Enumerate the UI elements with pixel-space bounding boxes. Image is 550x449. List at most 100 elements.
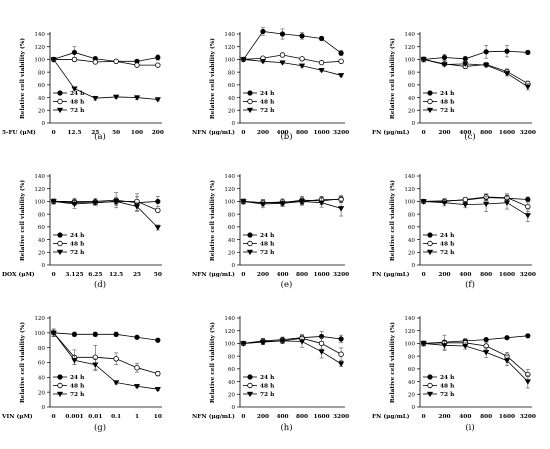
data-point xyxy=(503,71,511,77)
x-tick-label: 0 xyxy=(241,414,245,420)
legend-entry: 72 h xyxy=(243,391,275,398)
legend-marker xyxy=(57,240,63,247)
legend-label: 72 h xyxy=(260,250,275,256)
y-tick-label: 60 xyxy=(408,225,416,231)
legend-label: 24 h xyxy=(440,233,455,239)
x-tick-label: 800 xyxy=(480,130,492,136)
x-tick-label: 800 xyxy=(480,414,492,420)
data-point xyxy=(50,330,57,337)
chart-panel-b: 0 20 40 60 80 100 120 140 0 200 400 800 1600 3200 NFN … xyxy=(192,27,349,142)
y-tick-label: 40 xyxy=(228,238,236,244)
data-point xyxy=(113,356,119,362)
x-tick-label: 3200 xyxy=(520,272,536,278)
x-tick-label: 0 xyxy=(241,130,245,136)
legend-marker xyxy=(427,240,433,247)
series-72h xyxy=(240,197,345,217)
data-point xyxy=(50,57,57,63)
series-line xyxy=(423,197,528,202)
data-point xyxy=(483,49,489,55)
x-tick-label: 200 xyxy=(152,130,164,136)
chart-panel-f: 0 20 40 60 80 100 120 140 0 200 400 800 1600 3200 FN (… xyxy=(372,174,536,290)
series-48h xyxy=(420,334,531,380)
x-tick-label: 100 xyxy=(131,130,143,136)
y-tick-label: 140 xyxy=(224,316,235,322)
y-tick-label: 40 xyxy=(408,380,416,386)
legend-marker xyxy=(57,232,63,238)
series-72h xyxy=(420,57,531,91)
data-point xyxy=(133,384,141,390)
series-line xyxy=(243,201,342,209)
legend-label: 48 h xyxy=(70,242,85,248)
y-tick-label: 140 xyxy=(34,32,45,38)
x-axis-title: NFN (μg/mL) xyxy=(192,271,235,278)
data-point xyxy=(462,61,469,68)
series-48h xyxy=(420,56,531,87)
x-tick-label: 50 xyxy=(112,130,120,136)
x-tick-label: 800 xyxy=(296,130,308,136)
legend-entry: 72 h xyxy=(53,391,85,398)
x-tick-label: 6.25 xyxy=(88,272,102,278)
data-point xyxy=(483,62,490,69)
data-point xyxy=(154,225,161,231)
panel-caption: (d) xyxy=(94,279,106,290)
legend-entry: 48 h xyxy=(53,98,85,106)
legend-label: 72 h xyxy=(260,108,275,114)
legend-marker xyxy=(246,391,254,398)
y-tick-label: 20 xyxy=(408,250,416,256)
series-line xyxy=(53,332,158,375)
x-tick-label: 800 xyxy=(296,414,308,420)
x-tick-label: 3200 xyxy=(520,130,536,136)
data-point xyxy=(462,343,469,350)
x-tick-label: 800 xyxy=(480,272,492,278)
data-point xyxy=(420,57,427,63)
y-tick-label: 120 xyxy=(224,187,235,193)
x-axis-title: VIN (μM) xyxy=(1,413,33,420)
y-tick-label: 40 xyxy=(38,376,46,382)
y-tick-label: 80 xyxy=(228,70,236,76)
y-tick-label: 100 xyxy=(404,200,415,206)
data-point xyxy=(299,56,305,62)
series-line xyxy=(243,54,342,64)
legend-marker xyxy=(247,374,253,380)
data-point xyxy=(155,198,161,205)
series-48h xyxy=(50,328,161,377)
x-tick-label: 400 xyxy=(276,414,288,420)
y-tick-label: 140 xyxy=(404,174,415,180)
y-tick-label: 60 xyxy=(408,367,416,373)
data-point xyxy=(50,199,57,205)
data-point xyxy=(462,202,469,208)
legend-marker xyxy=(57,374,63,380)
legend-label: 24 h xyxy=(260,233,275,239)
data-point xyxy=(441,54,448,61)
y-tick-label: 20 xyxy=(408,392,416,398)
x-tick-label: 0 xyxy=(52,414,56,420)
x-tick-label: 25 xyxy=(133,272,141,278)
y-tick-label: 40 xyxy=(408,96,416,102)
series-48h xyxy=(420,193,531,212)
x-tick-label: 400 xyxy=(276,272,288,278)
y-tick-label: 120 xyxy=(34,316,45,322)
data-point xyxy=(504,48,510,54)
series-line xyxy=(423,335,528,344)
legend-label: 48 h xyxy=(260,384,275,390)
x-tick-label: 400 xyxy=(276,130,288,136)
y-tick-label: 20 xyxy=(228,250,236,256)
legend-label: 24 h xyxy=(70,91,85,97)
chart-panel-d: 0 20 40 60 80 100 120 140 0 3.125 6.25 12.5 25 50 DOX … xyxy=(2,174,162,290)
y-tick-label: 40 xyxy=(38,238,46,244)
data-point xyxy=(279,60,286,66)
data-point xyxy=(338,351,344,357)
legend-marker xyxy=(247,90,253,96)
y-tick-label: 60 xyxy=(38,361,46,367)
y-tick-label: 0 xyxy=(231,121,235,127)
data-point xyxy=(113,58,119,65)
x-tick-label: 0 xyxy=(422,130,426,136)
data-point xyxy=(279,31,286,37)
legend-entry: 24 h xyxy=(53,374,85,381)
data-point xyxy=(113,380,120,386)
data-point xyxy=(525,333,531,339)
y-axis-title: Relative cell viability (%) xyxy=(19,322,26,403)
panel-caption: (f) xyxy=(465,279,475,290)
series-line xyxy=(53,332,158,341)
